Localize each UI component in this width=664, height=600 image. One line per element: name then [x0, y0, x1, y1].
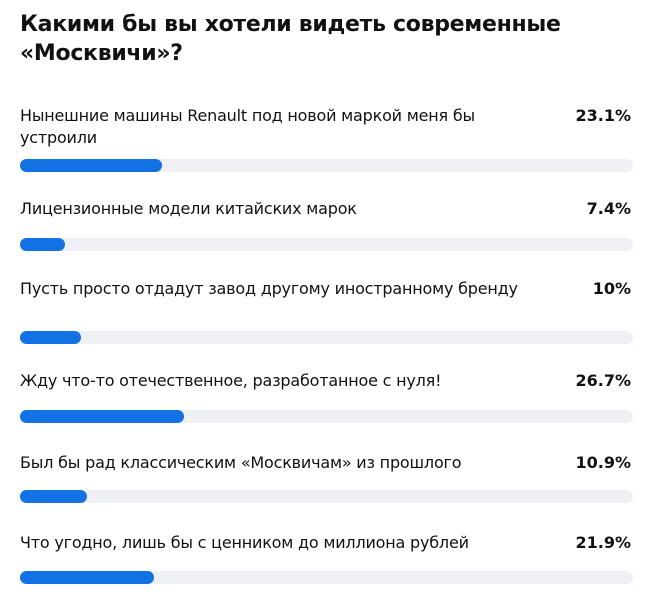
poll-bar — [20, 410, 184, 423]
poll-option-percent: 21.9% — [575, 533, 631, 552]
poll-option-percent: 10% — [592, 279, 631, 298]
poll-bar-track — [20, 238, 633, 251]
poll-bar-track — [20, 159, 633, 172]
poll-option-percent: 26.7% — [575, 371, 631, 390]
poll-bar — [20, 571, 155, 584]
poll-bar — [20, 238, 66, 251]
poll-bar-track — [20, 331, 633, 344]
poll-option-percent: 10.9% — [575, 453, 631, 472]
poll-bar-track — [20, 571, 633, 584]
poll-option-percent: 23.1% — [575, 106, 631, 125]
poll-bar — [20, 490, 87, 503]
poll-option-label: Пусть просто отдадут завод другому иност… — [20, 279, 518, 298]
poll-option-percent: 7.4% — [586, 199, 631, 218]
poll-bar — [20, 159, 162, 172]
poll-option-label: Нынешние машины Renault под новой маркой… — [20, 106, 475, 147]
poll-bar-track — [20, 410, 633, 423]
poll-option-label: Был бы рад классическим «Москвичам» из п… — [20, 453, 462, 472]
poll-option-label: Лицензионные модели китайских марок — [20, 199, 357, 218]
poll-title: Какими бы вы хотели видеть современные «… — [20, 12, 561, 66]
poll-option-label: Жду что-то отечественное, разработанное … — [20, 371, 442, 390]
poll-bar — [20, 331, 82, 344]
poll-option-label: Что угодно, лишь бы с ценником до миллио… — [20, 533, 469, 552]
poll-bar-track — [20, 490, 633, 503]
